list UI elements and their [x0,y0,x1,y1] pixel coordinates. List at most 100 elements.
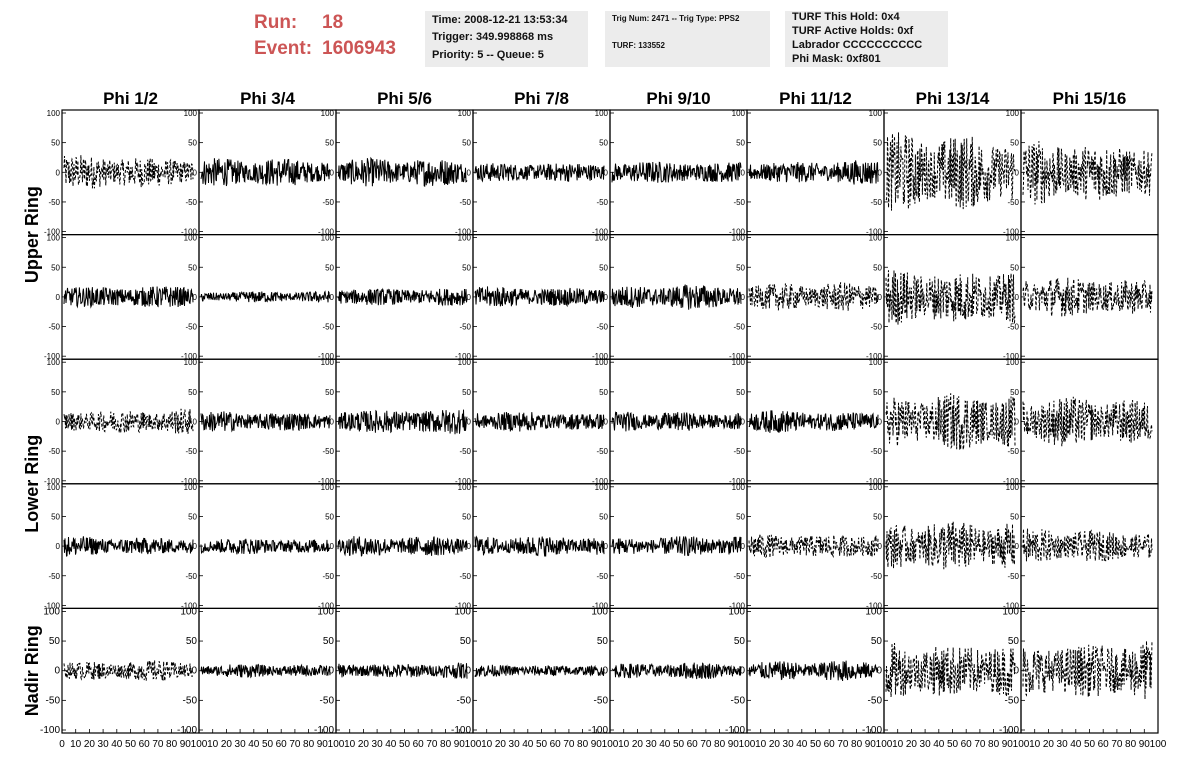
x-tick-label: 50 [399,739,411,750]
y-tick-label: 0 [741,168,746,177]
y-tick-label: 0 [741,293,746,302]
y-tick-label: -100 [455,228,472,237]
y-tick-label: 100 [1006,358,1020,367]
y-tick-label: 100 [458,109,472,118]
x-tick-label: 90 [454,739,466,750]
waveform-trace [200,538,331,555]
y-tick-label: -100 [729,477,746,486]
y-tick-label: 100 [869,483,883,492]
y-tick-label: -100 [1003,228,1020,237]
y-tick-label: 50 [462,388,471,397]
y-tick-label: 100 [321,109,335,118]
y-tick-label: -50 [1007,572,1019,581]
x-tick-label: 100 [191,739,208,750]
y-tick-label: 0 [604,418,609,427]
waveform-trace [63,155,194,189]
x-tick-label: 90 [317,739,329,750]
y-tick-label: 50 [462,512,471,521]
waveform-trace [748,533,879,559]
y-tick-label: -100 [725,725,745,736]
event-header: Run: 18 Event: 1606943 Time: 2008-12-21 13… [0,0,1196,80]
run-value: 18 [322,12,344,33]
y-tick-label: -100 [592,228,609,237]
y-tick-label: 50 [734,636,746,647]
waveform-trace [748,660,879,682]
y-tick-label: 0 [193,293,198,302]
turf-text: TURF: 133552 [612,41,665,50]
trigger-text: Trigger: 349.998868 ms [432,31,554,43]
waveform-trace [1022,528,1153,562]
waveform-trace [474,286,605,308]
y-tick-label: 0 [467,542,472,551]
x-tick-label: 20 [495,739,507,750]
y-tick-label: -50 [183,695,198,706]
waveform-trace [337,536,468,557]
priority-text: Priority: 5 -- Queue: 5 [432,49,544,61]
waveform-trace [885,521,1016,570]
x-tick-label: 20 [358,739,370,750]
y-tick-label: 50 [736,263,745,272]
y-tick-label: 50 [736,388,745,397]
column-title: Phi 11/12 [779,89,852,108]
y-tick-label: 100 [454,606,471,617]
x-tick-label: 20 [1043,739,1055,750]
y-tick-label: 50 [871,636,883,647]
y-tick-label: 50 [462,139,471,148]
waveform-trace [474,535,605,557]
x-tick-label: 30 [1057,739,1069,750]
x-tick-label: 40 [659,739,671,750]
y-tick-label: -50 [733,323,745,332]
x-tick-label: 60 [687,739,699,750]
y-tick-label: -100 [729,352,746,361]
y-tick-label: -100 [314,725,334,736]
y-tick-label: 100 [595,234,609,243]
y-tick-label: 50 [873,388,882,397]
x-tick-label: 90 [1002,739,1014,750]
y-tick-label: 50 [51,512,60,521]
turf-hold-text: TURF This Hold: 0x4 [792,11,900,23]
column-title: Phi 9/10 [646,89,710,108]
y-tick-label: 50 [873,139,882,148]
y-tick-label: -50 [733,198,745,207]
waveform-trace [474,664,605,678]
waveform-trace [200,411,331,433]
y-tick-label: -50 [1005,695,1020,706]
y-tick-label: 0 [1013,666,1019,677]
x-tick-label: 70 [426,739,438,750]
y-tick-label: 50 [186,636,198,647]
x-tick-label: 70 [974,739,986,750]
waveform-trace [885,393,1016,450]
y-tick-label: 0 [1015,418,1020,427]
y-tick-label: 100 [595,483,609,492]
y-tick-label: -100 [455,477,472,486]
x-tick-label: 100 [1013,739,1030,750]
y-tick-label: 0 [878,418,883,427]
y-tick-label: 0 [191,666,197,677]
y-tick-label: 0 [878,168,883,177]
y-tick-label: 0 [467,168,472,177]
y-tick-label: -100 [177,725,197,736]
waveform-trace [885,270,1016,325]
x-tick-label: 10 [618,739,630,750]
x-tick-label: 80 [577,739,589,750]
y-tick-label: 100 [732,358,746,367]
y-tick-label: -100 [592,601,609,610]
x-tick-label: 50 [262,739,274,750]
y-tick-label: 100 [47,109,61,118]
y-tick-label: -100 [455,601,472,610]
waveform-trace [337,156,468,187]
waveform-trace [1022,277,1153,318]
y-tick-label: 50 [325,263,334,272]
y-tick-label: 100 [180,606,197,617]
x-tick-label: 30 [235,739,247,750]
trigger-info-box: Trig Num: 2471 -- Trig Type: PPS2 TURF: … [605,11,770,67]
y-tick-label: -100 [592,352,609,361]
event-label: Event: [254,38,313,59]
y-tick-label: -50 [459,198,471,207]
y-tick-label: 50 [188,139,197,148]
x-tick-label: 90 [1139,739,1151,750]
y-tick-label: -100 [866,477,883,486]
y-tick-label: 50 [599,512,608,521]
y-tick-label: 50 [736,139,745,148]
y-tick-label: 100 [869,234,883,243]
